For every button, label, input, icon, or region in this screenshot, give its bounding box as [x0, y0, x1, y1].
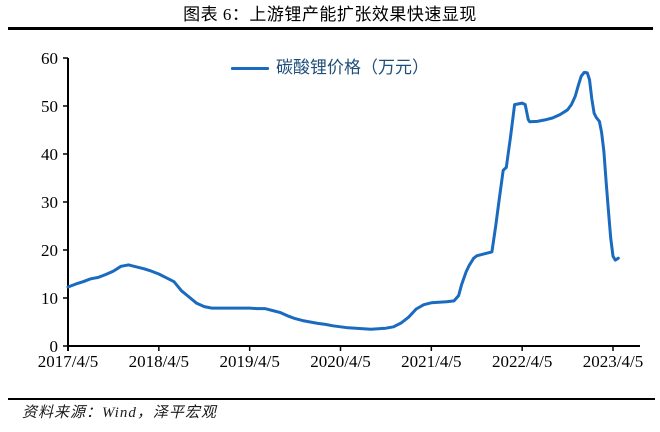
- x-tick-label: 2019/4/5: [219, 352, 279, 371]
- chart-legend: 碳酸锂价格（万元）: [0, 58, 660, 78]
- chart-title: 图表 6：上游锂产能扩张效果快速显现: [183, 5, 477, 24]
- x-tick-label: 2018/4/5: [129, 352, 189, 371]
- y-tick-label: 10: [41, 289, 58, 308]
- legend-line-swatch-icon: [231, 66, 269, 70]
- data-source-note: 资料来源：Wind，泽平宏观: [22, 405, 217, 421]
- x-tick-label: 2017/4/5: [38, 352, 98, 371]
- y-tick-label: 0: [50, 337, 59, 356]
- y-tick-label: 30: [41, 193, 58, 212]
- x-tick-label: 2021/4/5: [401, 352, 461, 371]
- lithium-carbonate-price-line: [66, 70, 620, 331]
- title-divider-rule: [8, 27, 653, 30]
- y-tick-label: 20: [41, 241, 58, 260]
- footer-divider-rule: [8, 398, 655, 400]
- y-tick-label: 40: [41, 145, 58, 164]
- legend-label: 碳酸锂价格（万元）: [276, 58, 429, 77]
- x-tick-label: 2022/4/5: [492, 352, 552, 371]
- y-tick-label: 50: [41, 97, 58, 116]
- y-tick-label: 60: [41, 49, 58, 68]
- x-tick-label: 2023/4/5: [583, 352, 643, 371]
- x-tick-label: 2020/4/5: [310, 352, 370, 371]
